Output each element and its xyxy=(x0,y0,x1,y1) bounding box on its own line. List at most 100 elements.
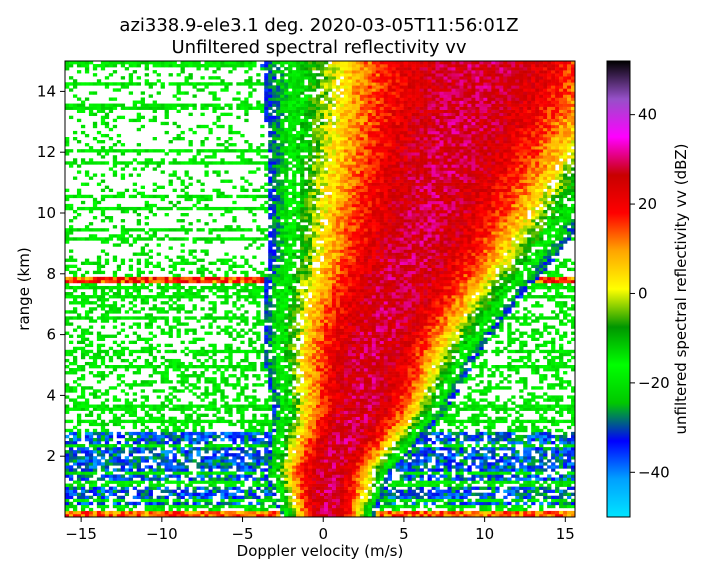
heatmap-cell xyxy=(292,407,297,411)
heatmap-cell xyxy=(236,365,241,369)
heatmap-cell xyxy=(551,489,556,493)
heatmap-cell xyxy=(292,480,297,484)
heatmap-cell xyxy=(551,395,556,399)
heatmap-cell xyxy=(264,368,269,372)
heatmap-cell xyxy=(335,352,341,357)
heatmap-cell xyxy=(192,365,197,369)
heatmap-cell xyxy=(339,489,345,493)
heatmap-cell xyxy=(184,425,189,430)
heatmap-cell xyxy=(335,419,341,424)
heatmap-cell xyxy=(511,480,516,484)
heatmap-cell xyxy=(276,510,281,515)
heatmap-cell xyxy=(431,468,436,472)
heatmap-cell xyxy=(503,365,508,369)
heatmap-cell xyxy=(487,465,492,469)
heatmap-cell xyxy=(284,441,289,445)
heatmap-cell xyxy=(220,395,225,399)
heatmap-cell xyxy=(312,480,317,484)
heatmap-cell xyxy=(300,504,305,509)
heatmap-cell xyxy=(176,471,181,475)
heatmap-cell xyxy=(483,365,488,369)
heatmap-cell xyxy=(192,477,197,481)
heatmap-cell xyxy=(379,428,385,433)
heatmap-cell xyxy=(371,444,377,448)
heatmap-cell xyxy=(335,361,341,366)
heatmap-cell xyxy=(551,465,556,469)
heatmap-cell xyxy=(335,358,341,363)
heatmap-cell xyxy=(327,444,333,448)
heatmap-cell xyxy=(104,498,110,503)
heatmap-cell xyxy=(411,425,416,430)
heatmap-cell xyxy=(76,428,82,433)
heatmap-cell xyxy=(124,486,130,490)
heatmap-cell xyxy=(88,483,94,487)
heatmap-cell xyxy=(407,450,412,454)
heatmap-cell xyxy=(375,477,381,481)
heatmap-cell xyxy=(551,361,556,366)
heatmap-cell xyxy=(308,489,313,493)
heatmap-cell xyxy=(212,477,217,481)
heatmap-cell xyxy=(327,352,333,357)
heatmap-cell xyxy=(403,398,408,402)
heatmap-cell xyxy=(104,441,110,445)
heatmap-cell xyxy=(188,434,193,439)
heatmap-cell xyxy=(320,465,325,469)
heatmap-cell xyxy=(383,361,389,366)
heatmap-cell xyxy=(100,504,106,509)
heatmap-cell xyxy=(148,495,153,500)
heatmap-cell xyxy=(160,510,165,515)
heatmap-cell xyxy=(487,456,492,460)
heatmap-cell xyxy=(204,510,209,515)
heatmap-cell xyxy=(316,425,321,430)
heatmap-cell xyxy=(76,501,82,506)
heatmap-cell xyxy=(300,489,305,493)
heatmap-cell xyxy=(192,410,197,414)
heatmap-cell xyxy=(435,374,440,378)
heatmap-cell xyxy=(383,368,389,372)
heatmap-cell xyxy=(152,504,157,509)
heatmap-cell xyxy=(475,441,480,445)
heatmap-cell xyxy=(160,501,165,506)
heatmap-cell xyxy=(300,425,305,430)
heatmap-cell xyxy=(523,450,528,454)
heatmap-cell xyxy=(288,483,293,487)
heatmap-cell xyxy=(335,456,341,460)
heatmap-cell xyxy=(363,441,369,445)
heatmap-cell xyxy=(208,507,213,512)
heatmap-cell xyxy=(112,513,118,518)
heatmap-cell xyxy=(547,489,552,493)
heatmap-cell xyxy=(208,431,213,436)
heatmap-cell xyxy=(136,465,141,469)
heatmap-cell xyxy=(539,510,544,515)
heatmap-cell xyxy=(371,380,377,384)
heatmap-cell xyxy=(359,428,365,433)
heatmap-cell xyxy=(156,483,161,487)
heatmap-cell xyxy=(84,386,90,390)
heatmap-cell xyxy=(551,419,556,424)
heatmap-cell xyxy=(363,410,369,414)
heatmap-cell xyxy=(236,513,241,518)
heatmap-cell xyxy=(355,453,361,457)
heatmap-cell xyxy=(555,365,560,369)
heatmap-cell xyxy=(451,453,456,457)
heatmap-cell xyxy=(188,441,193,445)
heatmap-cell xyxy=(419,358,424,363)
heatmap-cell xyxy=(555,510,560,515)
heatmap-cell xyxy=(331,501,337,506)
heatmap-cell xyxy=(407,407,412,411)
heatmap-cell xyxy=(447,492,452,497)
heatmap-cell xyxy=(567,425,572,430)
heatmap-cell xyxy=(423,431,428,436)
heatmap-cell xyxy=(347,425,353,430)
heatmap-cell xyxy=(355,480,361,484)
heatmap-cell xyxy=(80,444,86,448)
heatmap-cell xyxy=(551,365,556,369)
heatmap-cell xyxy=(403,404,408,408)
heatmap-cell xyxy=(144,441,149,445)
heatmap-cell xyxy=(256,444,261,448)
heatmap-cell xyxy=(224,456,229,460)
heatmap-cell xyxy=(379,361,385,366)
heatmap-cell xyxy=(523,456,528,460)
heatmap-cell xyxy=(323,456,329,460)
heatmap-cell xyxy=(499,404,504,408)
